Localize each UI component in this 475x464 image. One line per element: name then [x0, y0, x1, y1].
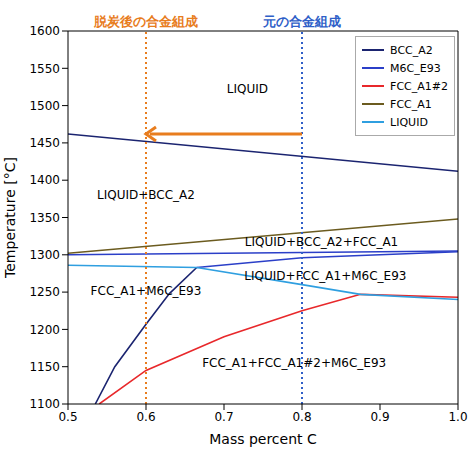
svg-text:脱炭後の合金組成: 脱炭後の合金組成 — [93, 14, 198, 29]
html-text:M6C_E93: M6C_E93 — [390, 61, 441, 75]
svg-text:1450: 1450 — [29, 136, 60, 150]
svg-text:1200: 1200 — [29, 323, 60, 337]
svg-text:1600: 1600 — [29, 24, 60, 38]
svg-text:FCC_A1+FCC_A1#2+M6C_E93: FCC_A1+FCC_A1#2+M6C_E93 — [202, 356, 386, 370]
svg-text:0.7: 0.7 — [214, 410, 233, 424]
svg-text:1100: 1100 — [29, 397, 60, 411]
svg-text:1550: 1550 — [29, 62, 60, 76]
svg-text:FCC_A1+M6C_E93: FCC_A1+M6C_E93 — [91, 284, 202, 298]
svg-text:LIQUID+BCC_A2: LIQUID+BCC_A2 — [97, 188, 195, 202]
svg-text:LIQUID+FCC_A1+M6C_E93: LIQUID+FCC_A1+M6C_E93 — [244, 269, 406, 283]
svg-text:0.5: 0.5 — [58, 410, 77, 424]
html-text:LIQUID: LIQUID — [390, 115, 428, 129]
svg-text:1250: 1250 — [29, 285, 60, 299]
svg-text:1150: 1150 — [29, 360, 60, 374]
svg-text:1300: 1300 — [29, 248, 60, 262]
html-text:BCC_A2: BCC_A2 — [390, 43, 433, 57]
svg-text:1400: 1400 — [29, 173, 60, 187]
svg-text:1.0: 1.0 — [448, 410, 467, 424]
svg-text:LIQUID+BCC_A2+FCC_A1: LIQUID+BCC_A2+FCC_A1 — [245, 235, 398, 249]
svg-text:0.8: 0.8 — [292, 410, 311, 424]
svg-text:1500: 1500 — [29, 99, 60, 113]
html-text:FCC_A1#2: FCC_A1#2 — [390, 79, 448, 93]
svg-text:0.6: 0.6 — [136, 410, 155, 424]
html-text:FCC_A1: FCC_A1 — [390, 97, 432, 111]
svg-text:元の合金組成: 元の合金組成 — [262, 14, 341, 29]
svg-text:Mass percent C: Mass percent C — [209, 431, 317, 447]
svg-text:1350: 1350 — [29, 211, 60, 225]
svg-text:LIQUID: LIQUID — [227, 82, 268, 96]
svg-text:0.9: 0.9 — [370, 410, 389, 424]
svg-text:Temperature [°C]: Temperature [°C] — [8, 157, 18, 279]
